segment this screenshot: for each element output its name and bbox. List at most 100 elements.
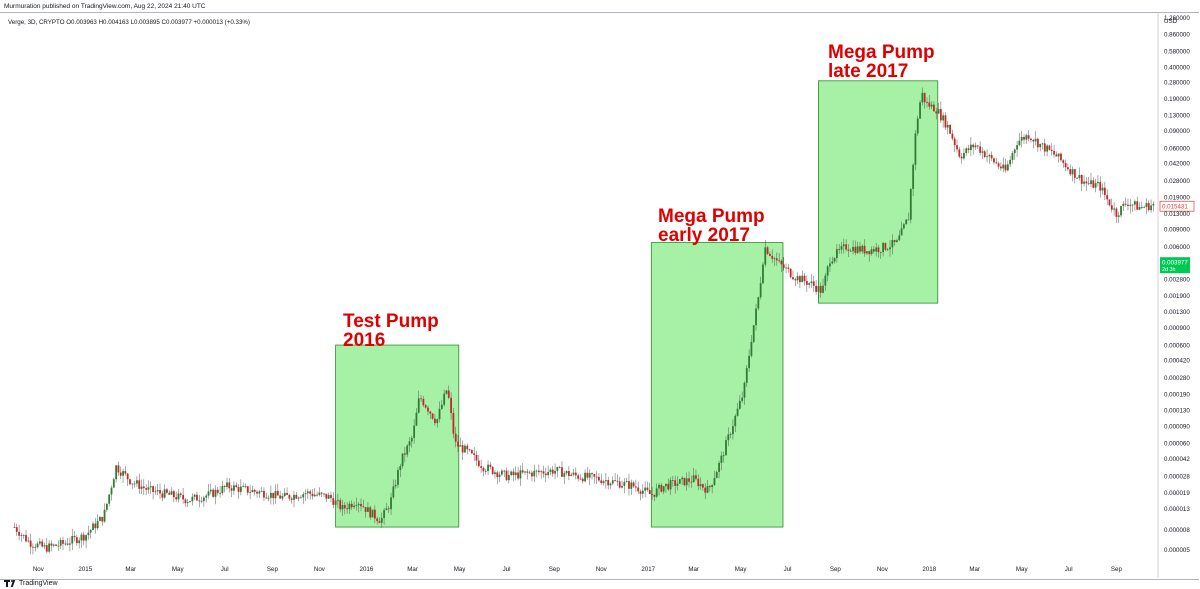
candle	[494, 470, 496, 479]
candle	[692, 467, 695, 483]
candle	[563, 470, 566, 485]
candle	[517, 466, 519, 481]
candle	[623, 478, 626, 494]
candle	[824, 272, 827, 291]
candle	[531, 470, 533, 482]
candle	[697, 474, 700, 491]
candle	[556, 466, 559, 478]
candle	[431, 413, 434, 420]
candle	[1062, 159, 1065, 168]
candle	[956, 139, 958, 153]
candle	[547, 465, 550, 479]
candle	[36, 541, 39, 549]
candle	[147, 480, 150, 494]
candle	[926, 97, 928, 108]
candle	[884, 242, 887, 252]
candle	[803, 272, 806, 286]
candle	[866, 251, 868, 255]
candle	[119, 466, 122, 480]
tradingview-icon	[4, 579, 20, 587]
x-tick-label: Nov	[314, 566, 326, 573]
candle	[480, 459, 483, 474]
tradingview-logo[interactable]: TradingView	[4, 577, 58, 589]
candle	[856, 241, 859, 254]
candle	[1097, 175, 1099, 187]
candle	[256, 489, 258, 498]
y-tick-label: 0.000013	[1164, 506, 1190, 513]
candle	[288, 493, 291, 502]
candle	[1140, 201, 1143, 210]
candle	[711, 484, 714, 494]
candle	[507, 470, 510, 484]
candle	[1113, 202, 1116, 216]
candle	[561, 461, 563, 478]
candle	[748, 349, 751, 372]
candle	[833, 257, 836, 264]
candle	[110, 485, 113, 501]
candle	[655, 483, 658, 499]
candle	[115, 464, 118, 483]
candle	[831, 256, 834, 265]
candle	[443, 389, 446, 407]
candle	[313, 488, 316, 498]
candle	[815, 279, 817, 295]
candle	[593, 473, 596, 484]
candle	[348, 501, 351, 515]
annotation-3-line-2: late 2017	[828, 61, 908, 82]
candle	[482, 466, 485, 477]
candle	[604, 473, 607, 489]
candle	[715, 470, 718, 479]
tradingview-brand: TradingView	[19, 579, 58, 587]
x-tick-label: May	[454, 566, 467, 573]
candle	[708, 484, 711, 492]
candle	[771, 249, 774, 263]
candle	[477, 454, 480, 468]
candle	[826, 265, 829, 282]
candle	[274, 484, 277, 504]
candle	[184, 498, 187, 507]
candle	[526, 468, 529, 480]
candle	[695, 469, 697, 481]
candle	[750, 335, 753, 358]
candle	[290, 496, 293, 504]
candle	[55, 543, 57, 547]
candle	[309, 489, 312, 500]
candle	[32, 543, 34, 555]
candle	[1115, 207, 1118, 223]
candle	[861, 244, 864, 254]
candle	[15, 523, 18, 536]
candle	[50, 540, 53, 552]
candle	[882, 241, 884, 257]
candle	[1138, 202, 1141, 211]
candle	[1087, 176, 1090, 186]
candle	[835, 244, 838, 263]
candle	[967, 144, 970, 154]
candle	[450, 392, 452, 420]
y-tick-label: 0.000005	[1164, 547, 1190, 554]
candle	[817, 281, 820, 299]
candle	[464, 443, 466, 453]
candle	[510, 470, 513, 477]
candle	[415, 408, 418, 426]
candle	[1117, 211, 1120, 224]
candle	[380, 512, 383, 529]
candle	[741, 391, 744, 403]
candle	[1036, 137, 1039, 152]
candle	[653, 494, 656, 502]
candle	[408, 437, 411, 452]
candle	[669, 477, 672, 495]
candle	[1080, 174, 1083, 192]
candle	[768, 251, 771, 257]
candle	[935, 108, 938, 120]
candle	[1136, 196, 1139, 210]
candle	[258, 489, 261, 499]
candle	[764, 239, 767, 267]
candle	[845, 239, 848, 252]
candle	[1110, 198, 1113, 213]
x-tick-label: Sep	[1111, 566, 1123, 573]
candle	[260, 487, 263, 493]
candle	[461, 440, 464, 461]
candle	[780, 259, 783, 272]
candle	[401, 453, 404, 469]
